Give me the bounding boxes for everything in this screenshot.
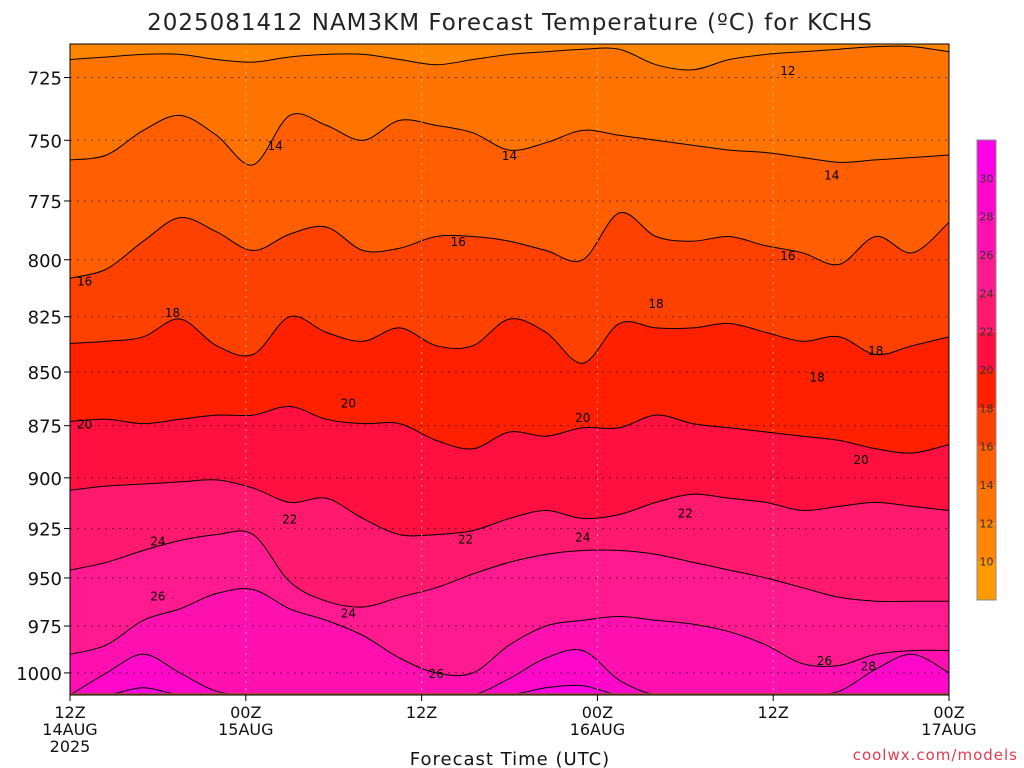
y-tick-label: 775	[28, 192, 62, 213]
isotherm-20	[70, 405, 949, 454]
x-tick-label: 14AUG	[42, 720, 97, 739]
y-tick-label: 825	[28, 308, 62, 329]
colorbar-swatch	[977, 561, 996, 600]
y-tick-label: 950	[28, 569, 62, 590]
colorbar-swatch	[977, 293, 996, 332]
axes: 725 750 775 800 825 850 875 900 925 950 975 1000 12Z…	[16, 43, 977, 756]
contour-label: 16	[77, 274, 92, 288]
colorbar-swatch	[977, 140, 996, 179]
contour-label: 24	[575, 531, 590, 545]
contour-label: 18	[648, 297, 663, 311]
colorbar-swatch	[977, 178, 996, 217]
contour-label: 28	[861, 659, 876, 673]
x-tick-label: 2025	[50, 737, 91, 756]
y-tick-label: 900	[28, 469, 62, 490]
contour-label: 18	[868, 344, 883, 358]
contour-label: 16	[780, 249, 795, 263]
colorbar-tick-label: 12	[980, 517, 994, 530]
colorbar-tick-label: 26	[980, 249, 994, 262]
isotherm-22	[70, 479, 949, 537]
contour-label: 14	[824, 169, 839, 183]
contour-label: 16	[451, 235, 466, 249]
x-tick-label: 12Z	[406, 703, 437, 722]
y-tick-label: 750	[28, 131, 62, 152]
isotherm-26	[70, 588, 949, 677]
plot-frame	[69, 43, 950, 696]
contour-label: 22	[282, 513, 297, 527]
colorbar-tick-label: 22	[980, 326, 994, 339]
contour-label: 26	[150, 589, 165, 603]
terrain-band	[70, 693, 949, 695]
colorbar-tick-label: 28	[980, 211, 994, 224]
contour-label: 24	[341, 607, 356, 621]
contour-label: 26	[429, 667, 444, 681]
isotherm-14	[70, 113, 949, 166]
y-tick-label: 875	[28, 417, 62, 438]
colorbar-swatch	[977, 485, 996, 524]
colorbar-swatch	[977, 446, 996, 485]
y-tick-label: 850	[28, 363, 62, 384]
colorbar: 10 12 14 16 18 20 22 24 26 28 30	[976, 139, 997, 601]
colorbar-swatch	[977, 255, 996, 294]
x-tick-label: 12Z	[758, 703, 789, 722]
contour-label: 20	[341, 396, 356, 410]
y-tick-label: 925	[28, 520, 62, 541]
colorbar-tick-label: 18	[980, 402, 994, 415]
credit-link[interactable]: coolwx.com/models	[853, 746, 1018, 764]
y-tick-label: 725	[28, 69, 62, 90]
colorbar-swatch	[977, 370, 996, 409]
isotherm-28	[70, 649, 949, 695]
colorbar-swatch	[977, 408, 996, 447]
contour-label: 18	[165, 306, 180, 320]
y-tick-label: 1000	[16, 664, 62, 685]
x-tick-label: 12Z	[54, 703, 85, 722]
colorbar-swatch	[977, 523, 996, 562]
isotherm-12	[70, 45, 949, 71]
x-tick-label: 00Z	[933, 703, 964, 722]
contour-label: 22	[678, 506, 693, 520]
band-fill-26	[70, 588, 949, 695]
isotherm-16	[70, 212, 949, 279]
x-axis-label: Forecast Time (UTC)	[410, 749, 610, 768]
x-tick-label: 16AUG	[570, 720, 625, 739]
contour-label: 12	[780, 64, 795, 78]
colorbar-tick-label: 14	[980, 479, 994, 492]
contour-label: 20	[575, 411, 590, 425]
x-tick-label: 00Z	[582, 703, 613, 722]
plot-area: 12 14 14 14 16 16 16 18 18 18 18 20 20 20 20 22 22 22 24 24…	[69, 44, 950, 695]
colorbar-swatch	[977, 216, 996, 255]
contour-label: 20	[77, 418, 92, 432]
contour-label: 14	[502, 149, 517, 163]
colorbar-frame	[976, 139, 997, 601]
y-tick-label: 800	[28, 251, 62, 272]
isotherm-24	[70, 530, 949, 608]
filled-contours	[70, 44, 949, 695]
colorbar-tick-label: 16	[980, 441, 994, 454]
contour-label: 14	[267, 139, 282, 153]
contour-label: 26	[817, 654, 832, 668]
x-tick-label: 00Z	[230, 703, 261, 722]
colorbar-tick-label: 30	[980, 172, 994, 185]
y-tick-label: 975	[28, 617, 62, 638]
colorbar-tick-label: 24	[980, 287, 994, 300]
isotherm-18	[70, 315, 949, 364]
colorbar-tick-label: 10	[980, 556, 994, 569]
x-tick-label: 15AUG	[218, 720, 273, 739]
contour-label: 18	[810, 370, 825, 384]
x-tick-label: 17AUG	[921, 720, 976, 739]
contour-label: 24	[150, 535, 165, 549]
contour-label: 20	[853, 453, 868, 467]
chart-title: 2025081412 NAM3KM Forecast Temperature (…	[147, 10, 873, 36]
contour-label: 22	[458, 533, 473, 547]
colorbar-tick-label: 20	[980, 364, 994, 377]
colorbar-swatch	[977, 331, 996, 370]
